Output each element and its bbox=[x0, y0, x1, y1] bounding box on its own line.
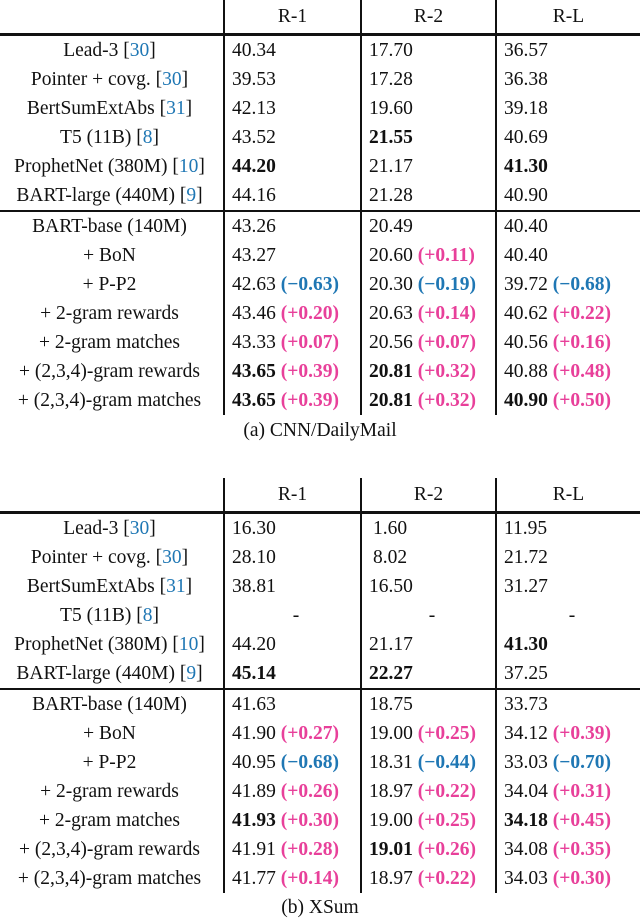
delta-badge: (−0.63) bbox=[280, 274, 339, 295]
citation-link[interactable]: 10 bbox=[178, 634, 199, 655]
delta-badge: (−0.19) bbox=[417, 274, 476, 295]
header-method bbox=[0, 478, 224, 514]
table-row: Pointer + covg. [30] 39.53 17.28 36.38 bbox=[0, 65, 640, 94]
table-row: + 2-gram matches 43.33 (+0.07) 20.56 (+0… bbox=[0, 328, 640, 357]
delta-badge: (+0.39) bbox=[552, 723, 611, 744]
delta-badge: (+0.32) bbox=[417, 390, 476, 411]
table-row: + 2-gram rewards 41.89 (+0.26) 18.97 (+0… bbox=[0, 777, 640, 806]
table-row: BART-large (440M) [9] 44.16 21.28 40.90 bbox=[0, 181, 640, 212]
delta-badge: (+0.32) bbox=[417, 361, 476, 382]
delta-badge: (+0.28) bbox=[280, 839, 339, 860]
header-method bbox=[0, 0, 224, 36]
table-row: BART-base (140M) 41.63 18.75 33.73 bbox=[0, 689, 640, 719]
citation-link[interactable]: 30 bbox=[162, 547, 182, 568]
delta-badge: (+0.30) bbox=[280, 810, 339, 831]
table-header-row: R-1 R-2 R-L bbox=[0, 0, 640, 36]
delta-badge: (−0.44) bbox=[417, 752, 476, 773]
header-rl: R-L bbox=[495, 0, 640, 36]
delta-badge: (+0.50) bbox=[552, 390, 611, 411]
table-row: + (2,3,4)-gram rewards 43.65 (+0.39) 20.… bbox=[0, 357, 640, 386]
delta-badge: (+0.14) bbox=[417, 303, 476, 324]
citation-link[interactable]: 8 bbox=[142, 127, 153, 148]
delta-badge: (+0.25) bbox=[417, 723, 476, 744]
delta-badge: (−0.68) bbox=[280, 752, 339, 773]
delta-badge: (+0.22) bbox=[417, 781, 476, 802]
citation-link[interactable]: 31 bbox=[166, 98, 186, 119]
delta-badge: (+0.48) bbox=[552, 361, 611, 382]
delta-badge: (+0.07) bbox=[417, 332, 476, 353]
citation-link[interactable]: 9 bbox=[186, 663, 197, 684]
table-row: + P-P2 40.95 (−0.68) 18.31 (−0.44) 33.03… bbox=[0, 748, 640, 777]
delta-badge: (+0.39) bbox=[280, 390, 339, 411]
delta-badge: (+0.14) bbox=[280, 868, 339, 889]
citation-link[interactable]: 10 bbox=[178, 156, 199, 177]
table-row: + BoN 41.90 (+0.27) 19.00 (+0.25) 34.12 … bbox=[0, 719, 640, 748]
delta-badge: (+0.25) bbox=[417, 810, 476, 831]
delta-badge: (+0.07) bbox=[280, 332, 339, 353]
delta-badge: (+0.22) bbox=[552, 303, 611, 324]
table-row: BART-base (140M) 43.26 20.49 40.40 bbox=[0, 211, 640, 241]
table-row: T5 (11B) [8] - - - bbox=[0, 601, 640, 630]
delta-badge: (+0.35) bbox=[552, 839, 611, 860]
header-r2: R-2 bbox=[360, 478, 496, 514]
delta-badge: (+0.11) bbox=[417, 245, 475, 266]
results-table-cnn-dailymail: R-1 R-2 R-L Lead-3 [30] 40.34 17.70 36.5… bbox=[0, 0, 640, 415]
table-row: BertSumExtAbs [31] 38.81 16.50 31.27 bbox=[0, 572, 640, 601]
delta-badge: (+0.39) bbox=[280, 361, 339, 382]
header-r1: R-1 bbox=[223, 0, 361, 36]
citation-link[interactable]: 30 bbox=[129, 518, 150, 539]
table-row: BART-large (440M) [9] 45.14 22.27 37.25 bbox=[0, 659, 640, 690]
table-caption: (a) CNN/DailyMail bbox=[243, 420, 397, 441]
header-r1: R-1 bbox=[223, 478, 361, 514]
table-row: + (2,3,4)-gram matches 43.65 (+0.39) 20.… bbox=[0, 386, 640, 415]
table-caption: (b) XSum bbox=[281, 897, 359, 918]
citation-link[interactable]: 30 bbox=[129, 40, 150, 61]
delta-badge: (+0.26) bbox=[280, 781, 339, 802]
table-row: + 2-gram rewards 43.46 (+0.20) 20.63 (+0… bbox=[0, 299, 640, 328]
delta-badge: (−0.68) bbox=[552, 274, 611, 295]
delta-badge: (−0.70) bbox=[552, 752, 611, 773]
table-row: + (2,3,4)-gram matches 41.77 (+0.14) 18.… bbox=[0, 864, 640, 893]
delta-badge: (+0.27) bbox=[280, 723, 339, 744]
table-row: + (2,3,4)-gram rewards 41.91 (+0.28) 19.… bbox=[0, 835, 640, 864]
header-r2: R-2 bbox=[360, 0, 496, 36]
table-row: Pointer + covg. [30] 28.10 8.02 21.72 bbox=[0, 543, 640, 572]
table-row: + BoN 43.27 20.60 (+0.11) 40.40 bbox=[0, 241, 640, 270]
table-row: T5 (11B) [8] 43.52 21.55 40.69 bbox=[0, 123, 640, 152]
citation-link[interactable]: 31 bbox=[166, 576, 186, 597]
delta-badge: (+0.22) bbox=[417, 868, 476, 889]
delta-badge: (+0.20) bbox=[280, 303, 339, 324]
table-header-row: R-1 R-2 R-L bbox=[0, 478, 640, 514]
delta-badge: (+0.45) bbox=[552, 810, 611, 831]
table-row: ProphetNet (380M) [10] 44.20 21.17 41.30 bbox=[0, 152, 640, 181]
table-row: + 2-gram matches 41.93 (+0.30) 19.00 (+0… bbox=[0, 806, 640, 835]
results-table-xsum: R-1 R-2 R-L Lead-3 [30] 16.30 1.60 11.95… bbox=[0, 478, 640, 893]
delta-badge: (+0.30) bbox=[552, 868, 611, 889]
table-row: BertSumExtAbs [31] 42.13 19.60 39.18 bbox=[0, 94, 640, 123]
delta-badge: (+0.26) bbox=[417, 839, 476, 860]
citation-link[interactable]: 9 bbox=[186, 185, 197, 206]
delta-badge: (+0.31) bbox=[552, 781, 611, 802]
table-row: Lead-3 [30] 16.30 1.60 11.95 bbox=[0, 512, 640, 543]
header-rl: R-L bbox=[495, 478, 640, 514]
citation-link[interactable]: 30 bbox=[162, 69, 182, 90]
delta-badge: (+0.16) bbox=[552, 332, 611, 353]
citation-link[interactable]: 8 bbox=[142, 605, 153, 626]
table-row: + P-P2 42.63 (−0.63) 20.30 (−0.19) 39.72… bbox=[0, 270, 640, 299]
table-row: ProphetNet (380M) [10] 44.20 21.17 41.30 bbox=[0, 630, 640, 659]
table-row: Lead-3 [30] 40.34 17.70 36.57 bbox=[0, 34, 640, 65]
